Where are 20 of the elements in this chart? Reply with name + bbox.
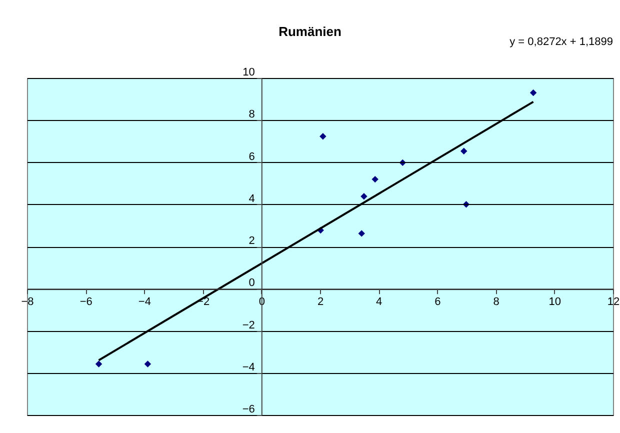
y-tick-label: 6 [248,150,255,163]
x-tick-label: 10 [548,296,562,308]
x-tick-label: 12 [607,296,620,308]
x-tick-label: −8 [21,296,34,308]
x-tick-label: 4 [376,296,382,308]
x-tick-label: 6 [434,296,441,308]
x-tick-label: −6 [80,296,92,308]
y-tick-label: −2 [242,319,255,332]
x-tick-label: −4 [138,296,151,308]
y-tick-label: 4 [248,192,255,205]
y-tick-label: −4 [242,361,255,374]
y-tick-label: 10 [242,66,255,78]
chart-title: Rumänien [278,24,342,39]
y-tick-label: −6 [242,404,255,416]
y-tick-label: 2 [248,235,255,247]
x-tick-label: 8 [493,296,500,308]
y-tick-label: 0 [248,277,255,290]
y-tick-label: 8 [248,108,255,121]
text: y = 0,8272x + 1,1899 [510,36,613,48]
x-tick-label: 2 [317,296,324,308]
